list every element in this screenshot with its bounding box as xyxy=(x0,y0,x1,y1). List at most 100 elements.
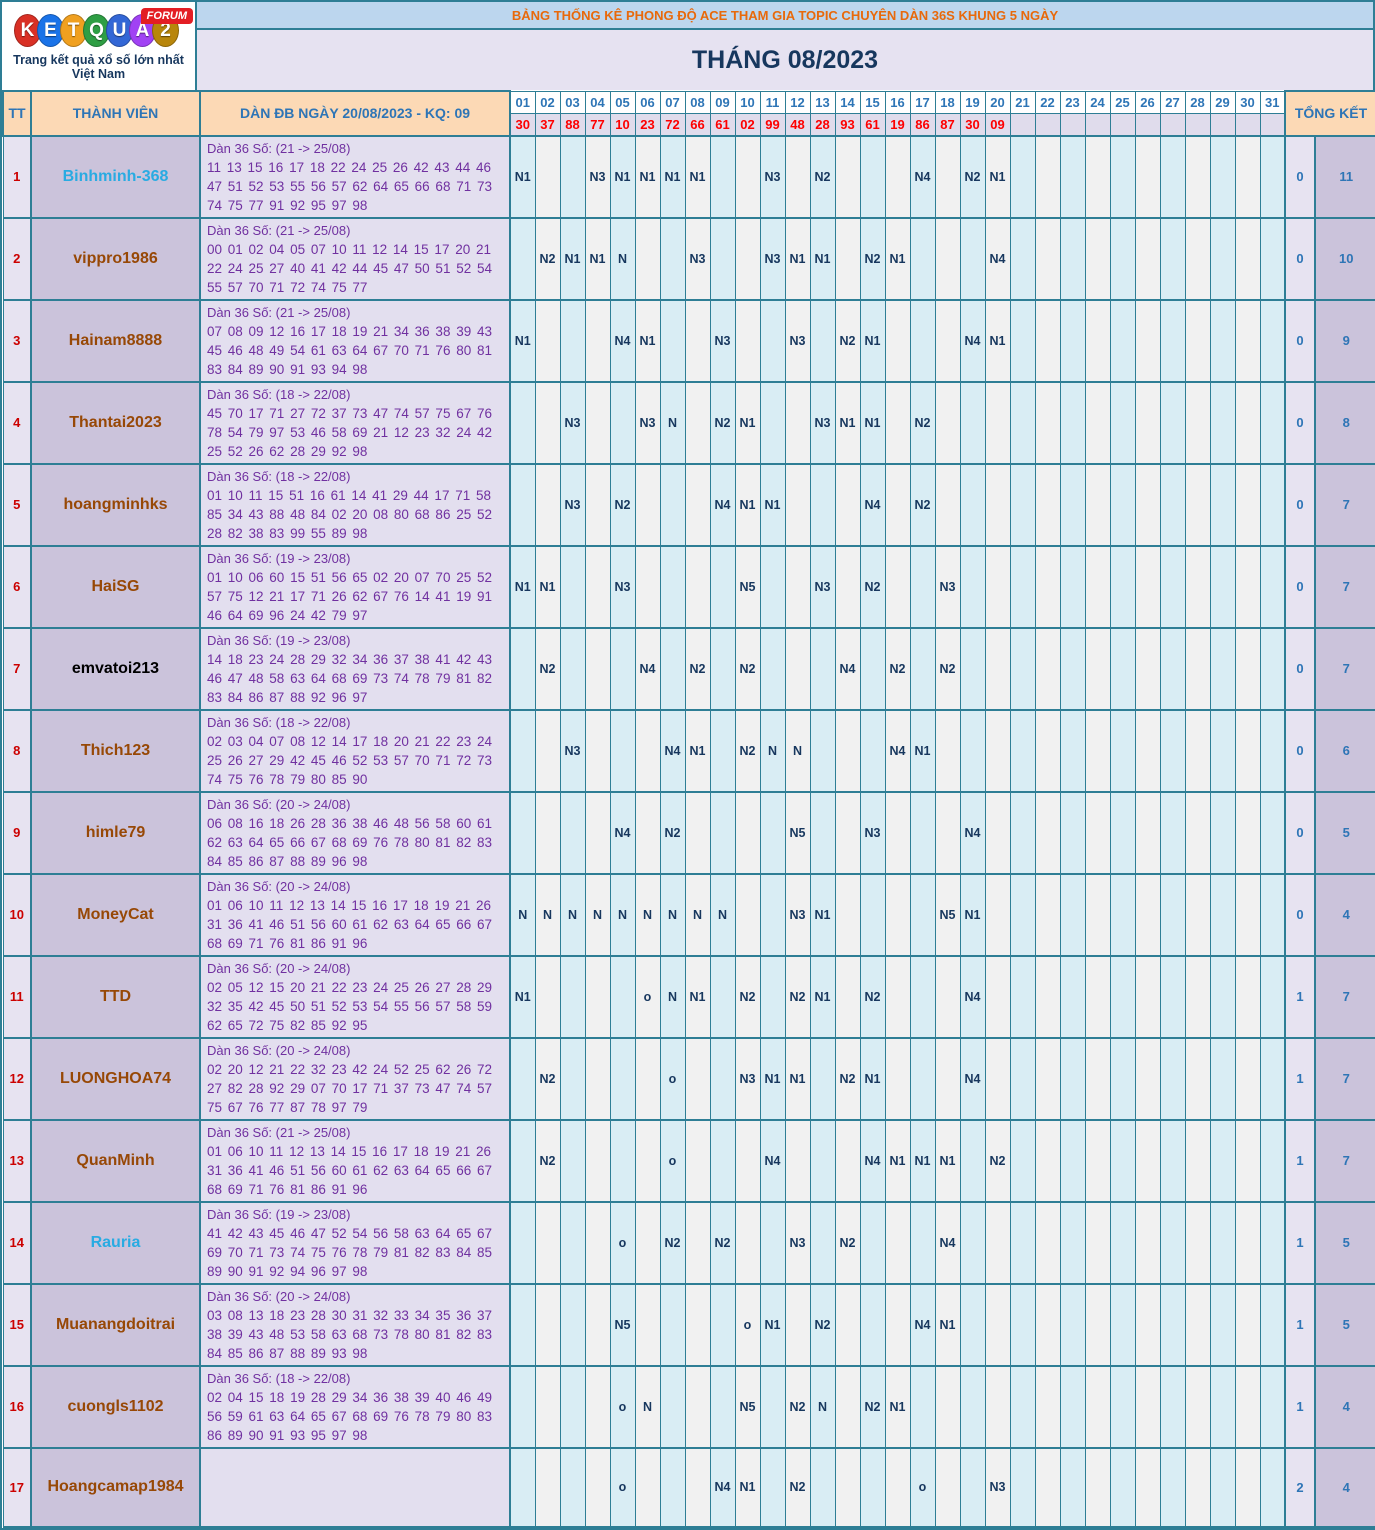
grid-cell-28 xyxy=(1184,873,1211,957)
grid-cell-20 xyxy=(984,791,1011,875)
result-20: 09 xyxy=(984,112,1011,137)
grid-cell-17: N2 xyxy=(909,381,936,465)
grid-cell-04 xyxy=(584,1365,611,1449)
grid-cell-07: N1 xyxy=(659,135,686,219)
dan-numbers: 00 01 02 04 05 07 10 11 12 14 15 17 20 2… xyxy=(207,241,492,295)
grid-cell-25 xyxy=(1109,873,1136,957)
member-name[interactable]: emvatoi213 xyxy=(30,627,201,711)
member-name[interactable]: Muanangdoitrai xyxy=(30,1283,201,1367)
grid-cell-20 xyxy=(984,381,1011,465)
member-name[interactable]: himle79 xyxy=(30,791,201,875)
grid-cell-03: N3 xyxy=(559,463,586,547)
day-header-20: 20 xyxy=(984,90,1011,114)
grid-cell-10: N1 xyxy=(734,463,761,547)
member-name[interactable]: Hoangcamap1984 xyxy=(30,1447,201,1528)
grid-cell-04 xyxy=(584,1119,611,1203)
day-header-21: 21 xyxy=(1009,90,1036,114)
grid-cell-23 xyxy=(1059,1119,1086,1203)
grid-cell-15: N2 xyxy=(859,955,886,1039)
grid-cell-24 xyxy=(1084,873,1111,957)
grid-cell-01 xyxy=(509,381,536,465)
grid-cell-17 xyxy=(909,545,936,629)
grid-cell-13: N1 xyxy=(809,873,836,957)
member-name[interactable]: LUONGHOA74 xyxy=(30,1037,201,1121)
grid-cell-30 xyxy=(1234,1365,1261,1449)
grid-cell-25 xyxy=(1109,1283,1136,1367)
grid-cell-27 xyxy=(1159,135,1186,219)
grid-cell-04 xyxy=(584,381,611,465)
row-index: 6 xyxy=(2,545,32,629)
grid-cell-29 xyxy=(1209,1119,1236,1203)
grid-cell-26 xyxy=(1134,1037,1161,1121)
grid-cell-12: N2 xyxy=(784,1447,811,1528)
day-header-17: 17 xyxy=(909,90,936,114)
grid-cell-08 xyxy=(684,299,711,383)
grid-cell-18 xyxy=(934,217,961,301)
grid-cell-04: N1 xyxy=(584,217,611,301)
grid-cell-04 xyxy=(584,545,611,629)
member-name[interactable]: vippro1986 xyxy=(30,217,201,301)
grid-cell-14 xyxy=(834,1447,861,1528)
grid-cell-19 xyxy=(959,1119,986,1203)
grid-cell-21 xyxy=(1009,1037,1036,1121)
grid-cell-25 xyxy=(1109,463,1136,547)
member-name[interactable]: cuongls1102 xyxy=(30,1365,201,1449)
dan-range: Dàn 36 Số: (19 -> 23/08) xyxy=(207,1206,351,1222)
grid-cell-13: N3 xyxy=(809,381,836,465)
grid-cell-04 xyxy=(584,1283,611,1367)
grid-cell-20: N3 xyxy=(984,1447,1011,1528)
grid-cell-10: N3 xyxy=(734,1037,761,1121)
grid-cell-21 xyxy=(1009,1283,1036,1367)
member-name[interactable]: TTD xyxy=(30,955,201,1039)
grid-cell-14: N1 xyxy=(834,381,861,465)
grid-cell-22 xyxy=(1034,1037,1061,1121)
grid-cell-25 xyxy=(1109,545,1136,629)
grid-cell-06: N3 xyxy=(634,381,661,465)
dan-numbers: 11 13 15 16 17 18 22 24 25 26 42 43 44 4… xyxy=(207,159,492,213)
grid-cell-27 xyxy=(1159,791,1186,875)
member-name[interactable]: Binhminh-368 xyxy=(30,135,201,219)
member-name[interactable]: hoangminhks xyxy=(30,463,201,547)
grid-cell-28 xyxy=(1184,1283,1211,1367)
grid-cell-20 xyxy=(984,1283,1011,1367)
grid-cell-24 xyxy=(1084,299,1111,383)
grid-cell-19 xyxy=(959,709,986,793)
grid-cell-15 xyxy=(859,627,886,711)
title-bands: BẢNG THỐNG KÊ PHONG ĐỘ ACE THAM GIA TOPI… xyxy=(197,2,1373,90)
grid-cell-02 xyxy=(534,1365,561,1449)
grid-cell-15: N2 xyxy=(859,217,886,301)
member-name[interactable]: Hainam8888 xyxy=(30,299,201,383)
grid-cell-19: N1 xyxy=(959,873,986,957)
day-header-09: 09 xyxy=(709,90,736,114)
grid-cell-02: N2 xyxy=(534,1119,561,1203)
row-index: 11 xyxy=(2,955,32,1039)
total-left: 1 xyxy=(1284,1365,1316,1449)
grid-cell-21 xyxy=(1009,1201,1036,1285)
grid-cell-28 xyxy=(1184,135,1211,219)
grid-cell-17 xyxy=(909,1037,936,1121)
dan-range: Dàn 36 Số: (18 -> 22/08) xyxy=(207,1370,351,1386)
grid-cell-25 xyxy=(1109,627,1136,711)
result-07: 72 xyxy=(659,112,686,137)
grid-cell-09: N2 xyxy=(709,381,736,465)
grid-cell-10: N2 xyxy=(734,709,761,793)
member-name[interactable]: Thantai2023 xyxy=(30,381,201,465)
page-title: BẢNG THỐNG KÊ PHONG ĐỘ ACE THAM GIA TOPI… xyxy=(197,2,1373,30)
grid-cell-27 xyxy=(1159,873,1186,957)
member-name[interactable]: Rauria xyxy=(30,1201,201,1285)
grid-cell-16: N1 xyxy=(884,1119,911,1203)
grid-cell-28 xyxy=(1184,1037,1211,1121)
grid-cell-18 xyxy=(934,135,961,219)
grid-cell-08 xyxy=(684,1201,711,1285)
grid-cell-19: N4 xyxy=(959,299,986,383)
member-name[interactable]: HaiSG xyxy=(30,545,201,629)
member-name[interactable]: Thich123 xyxy=(30,709,201,793)
grid-cell-18 xyxy=(934,791,961,875)
grid-cell-07 xyxy=(659,1283,686,1367)
grid-cell-18: N2 xyxy=(934,627,961,711)
grid-cell-11: N1 xyxy=(759,463,786,547)
grid-cell-18 xyxy=(934,299,961,383)
member-name[interactable]: QuanMinh xyxy=(30,1119,201,1203)
member-name[interactable]: MoneyCat xyxy=(30,873,201,957)
